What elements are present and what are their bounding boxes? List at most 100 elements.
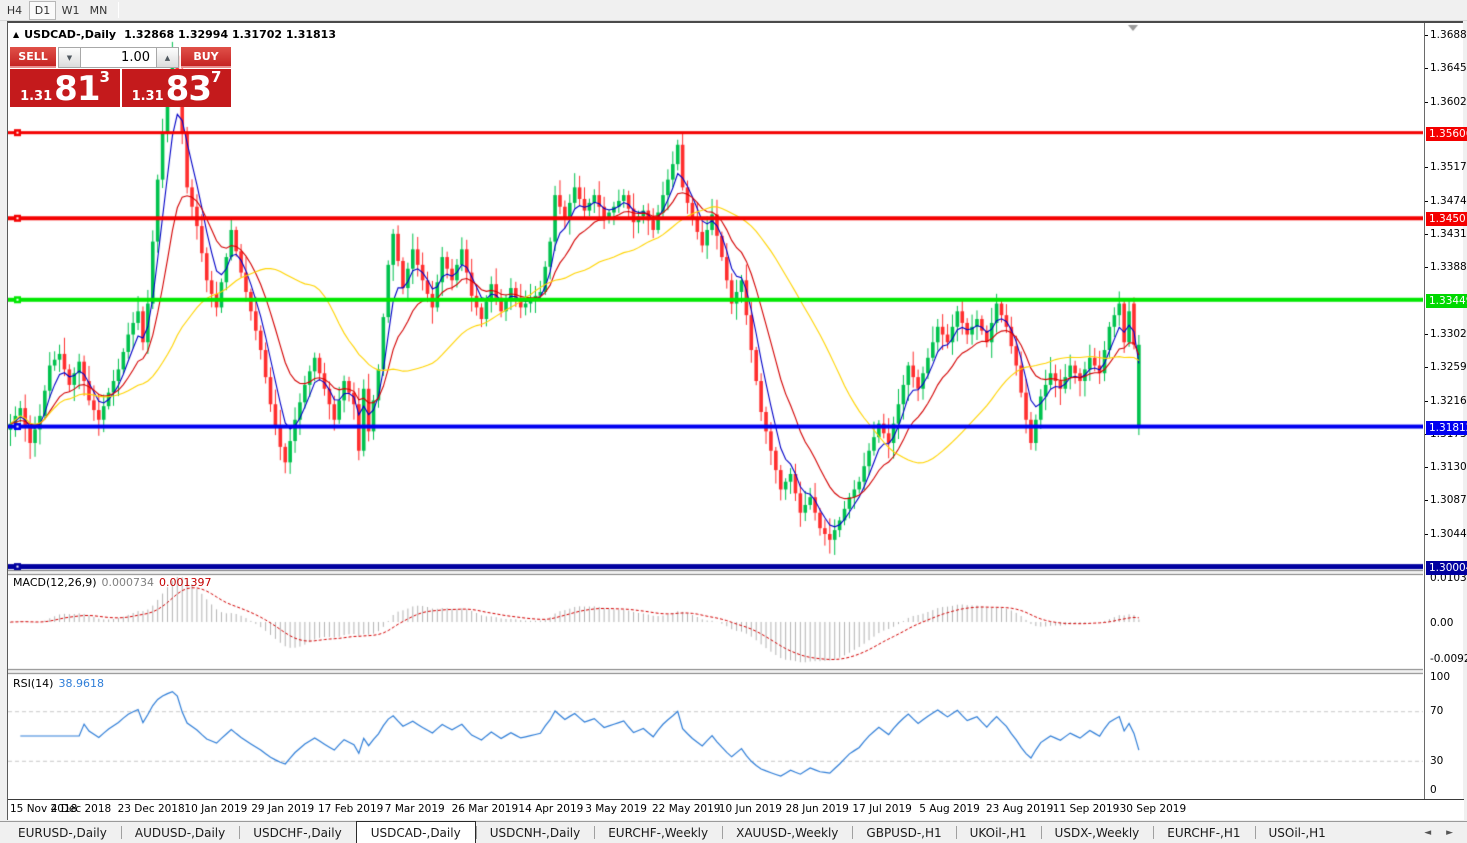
chart-tab-usoil-h1[interactable]: USOil-,H1	[1254, 822, 1340, 843]
volume-control: ▼ ▲	[58, 47, 179, 68]
volume-decrease-icon[interactable]: ▼	[58, 47, 81, 68]
date-axis-label: 26 Mar 2019	[451, 803, 519, 815]
macd-value-signal: 0.001397	[159, 576, 212, 589]
date-axis-label: 5 Aug 2019	[919, 803, 980, 815]
price-level-badge: 1.35606	[1426, 127, 1467, 141]
scale-tick-dash	[1425, 334, 1428, 335]
scale-tick-dash	[1425, 102, 1428, 103]
chart-tab-eurchf-h1[interactable]: EURCHF-,H1	[1153, 822, 1254, 843]
scale-tick-dash	[1425, 68, 1428, 69]
sell-price-display[interactable]: 1.31 81 3	[10, 69, 120, 107]
scale-tick-label: 1.33020	[1430, 328, 1467, 340]
date-axis-label: 17 Jul 2019	[852, 803, 912, 815]
buy-price-sup: 7	[210, 68, 222, 86]
date-axis-label: 17 Feb 2019	[318, 803, 384, 815]
date-axis-label: 10 Jun 2019	[718, 803, 782, 815]
chart-tab-usdx-weekly[interactable]: USDX-,Weekly	[1040, 822, 1154, 843]
chart-tab-usdchf-daily[interactable]: USDCHF-,Daily	[239, 822, 355, 843]
date-axis-label: 7 Mar 2019	[384, 803, 445, 815]
scale-tick-dash	[1425, 35, 1428, 36]
chart-tab-eurchf-weekly[interactable]: EURCHF-,Weekly	[594, 822, 722, 843]
scale-tick-label: 1.36880	[1430, 29, 1467, 41]
macd-name: MACD(12,26,9)	[13, 576, 97, 589]
scale-tick-label: 1.32590	[1430, 361, 1467, 373]
tab-scroll-arrows-icon[interactable]: ◄ ►	[1424, 827, 1459, 838]
scale-tick-dash	[1425, 234, 1428, 235]
chart-tab-usdcad-daily[interactable]: USDCAD-,Daily	[355, 821, 476, 843]
timeframe-toolbar: H4 D1 W1 MN	[0, 0, 1467, 21]
sell-button[interactable]: SELL	[10, 47, 56, 68]
scale-tick-label: 1.33880	[1430, 261, 1467, 273]
scale-tick-label: 1.30870	[1430, 494, 1467, 506]
sell-price-small: 1.31	[20, 89, 53, 104]
indicator-scale-label: 0.010311	[1430, 572, 1467, 584]
chart-ohlc-values: 1.32868 1.32994 1.31702 1.31813	[124, 28, 336, 41]
date-axis-label: 30 Sep 2019	[1119, 803, 1187, 815]
scale-tick-label: 1.36020	[1430, 96, 1467, 108]
collapse-triangle-icon[interactable]: ▲	[13, 30, 20, 39]
volume-input[interactable]	[81, 47, 156, 68]
scale-tick-label: 1.32160	[1430, 395, 1467, 407]
chart-tab-gbpusd-h1[interactable]: GBPUSD-,H1	[852, 822, 955, 843]
scale-tick-dash	[1425, 500, 1428, 501]
scale-tick-dash	[1425, 534, 1428, 535]
chart-tab-eurusd-daily[interactable]: EURUSD-,Daily	[18, 825, 107, 840]
date-axis-label: 29 Jan 2019	[251, 803, 315, 815]
volume-increase-icon[interactable]: ▲	[156, 47, 179, 68]
date-axis-label: 23 Dec 2018	[117, 803, 185, 815]
indicator-scale-label: 0.00	[1430, 617, 1454, 629]
one-click-trade-panel: SELL ▼ ▲ BUY 1.31 81 3 1.31 83 7	[10, 47, 231, 107]
indicator-scale-label: 30	[1430, 755, 1444, 767]
chart-tab-usdcnh-daily[interactable]: USDCNH-,Daily	[475, 822, 595, 843]
date-axis-label: 22 May 2019	[652, 803, 721, 815]
scale-tick-dash	[1425, 401, 1428, 402]
timeframe-button-h4[interactable]: H4	[6, 3, 23, 17]
rsi-value: 38.9618	[58, 677, 104, 690]
date-axis-label: 15 Nov 2018	[10, 803, 78, 815]
scale-tick-dash	[1425, 367, 1428, 368]
sell-price-big: 81	[54, 69, 100, 109]
timeframe-button-d1[interactable]: D1	[29, 0, 56, 20]
price-scale[interactable]: 1.36880 1.36450 1.36020 1.35170 1.34740 1.343…	[1424, 23, 1467, 799]
rsi-name: RSI(14)	[13, 677, 54, 690]
price-level-badge: 1.33449	[1426, 294, 1467, 308]
timeframe-button-mn[interactable]: MN	[89, 3, 108, 17]
scale-tick-dash	[1425, 267, 1428, 268]
scale-tick-dash	[1425, 467, 1428, 468]
timeframe-button-w1[interactable]: W1	[61, 3, 80, 17]
chart-tab-xauusd-weekly[interactable]: XAUUSD-,Weekly	[722, 822, 852, 843]
chart-tab-ukoil-h1[interactable]: UKOil-,H1	[955, 822, 1041, 843]
scale-tick-label: 1.34740	[1430, 195, 1467, 207]
date-axis-label: 11 Sep 2019	[1052, 803, 1120, 815]
scale-tick-dash	[1425, 167, 1428, 168]
macd-label: MACD(12,26,9) 0.000734 0.001397	[13, 576, 212, 589]
chart-frame: ▲ USDCAD-,Daily 1.32868 1.32994 1.31702 …	[7, 21, 1467, 820]
chart-title: ▲ USDCAD-,Daily 1.32868 1.32994 1.31702 …	[13, 28, 336, 41]
buy-button[interactable]: BUY	[181, 47, 231, 68]
date-axis[interactable]: 15 Nov 2018 4 Dec 2018 23 Dec 2018 10 Jan 2…	[8, 799, 1464, 820]
chart-tab-bar: EURUSD-,Daily AUDUSD-,Daily USDCHF-,Daily U…	[0, 821, 1467, 843]
scale-tick-label: 1.35170	[1430, 161, 1467, 173]
scale-tick-label: 1.36450	[1430, 62, 1467, 74]
indicator-scale-label: 70	[1430, 705, 1444, 717]
buy-price-small: 1.31	[131, 89, 164, 104]
indicator-scale-label: 100	[1430, 671, 1451, 683]
date-axis-label: 23 Aug 2019	[986, 803, 1054, 815]
chart-tab-audusd-daily[interactable]: AUDUSD-,Daily	[120, 822, 239, 843]
chart-symbol-label: USDCAD-,Daily	[24, 28, 117, 41]
indicator-scale-label: 0	[1430, 784, 1437, 796]
rsi-label: RSI(14) 38.9618	[13, 677, 104, 690]
scale-tick-label: 1.31300	[1430, 461, 1467, 473]
buy-price-display[interactable]: 1.31 83 7	[122, 69, 231, 107]
date-axis-label: 4 Dec 2018	[50, 803, 112, 815]
macd-value-main: 0.000734	[101, 576, 155, 589]
indicator-scale-label: -0.009203	[1430, 653, 1467, 665]
price-level-badge: 1.31812	[1426, 421, 1467, 435]
date-axis-label: 10 Jan 2019	[184, 803, 248, 815]
chart-canvas[interactable]	[8, 23, 1423, 799]
sell-price-sup: 3	[99, 68, 110, 86]
buy-price-big: 83	[165, 69, 212, 109]
